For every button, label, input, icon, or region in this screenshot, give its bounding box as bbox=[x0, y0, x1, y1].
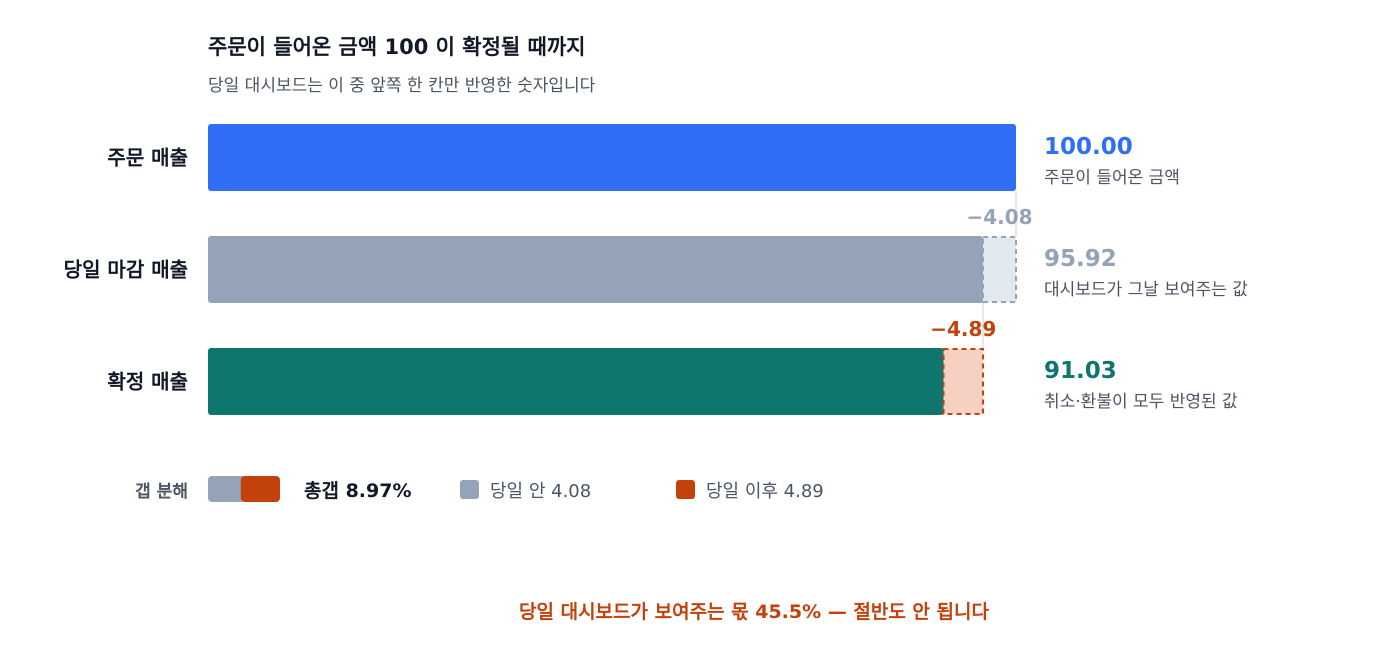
footnote: 당일 대시보드가 보여주는 몫 45.5% — 절반도 안 됩니다 bbox=[519, 601, 989, 623]
bar-description: 취소·환불이 모두 반영된 값 bbox=[1044, 392, 1238, 412]
legend-swatch bbox=[460, 480, 479, 499]
category-label: 확정 매출 bbox=[107, 370, 188, 394]
value-label: 91.03 bbox=[1044, 358, 1117, 384]
bar-description: 대시보드가 그날 보여주는 값 bbox=[1044, 280, 1248, 300]
gap-segment bbox=[982, 236, 1018, 303]
value-label: 100.00 bbox=[1044, 134, 1133, 160]
breakdown-segment bbox=[208, 476, 245, 502]
chart-subtitle: 당일 대시보드는 이 중 앞쪽 한 칸만 반영한 숫자입니다 bbox=[208, 76, 596, 96]
breakdown-label: 갭 분해 bbox=[135, 482, 188, 502]
chart-title: 주문이 들어온 금액 100 이 확정될 때까지 bbox=[208, 35, 586, 59]
bar-description: 주문이 들어온 금액 bbox=[1044, 168, 1180, 188]
bar bbox=[208, 348, 944, 415]
bar bbox=[208, 236, 984, 303]
legend-swatch bbox=[676, 480, 695, 499]
gap-segment bbox=[942, 348, 985, 415]
legend-label: 당일 이후 4.89 bbox=[706, 481, 824, 502]
value-label: 95.92 bbox=[1044, 246, 1117, 272]
category-label: 주문 매출 bbox=[107, 146, 188, 170]
category-label: 당일 마감 매출 bbox=[64, 258, 188, 282]
legend-label: 당일 안 4.08 bbox=[490, 481, 591, 502]
bar bbox=[208, 124, 1016, 191]
gap-label: −4.89 bbox=[930, 317, 996, 341]
gap-breakdown: 갭 분해 총갭 8.97% 당일 안 4.08 당일 이후 4.89 bbox=[135, 476, 824, 502]
gap-label: −4.08 bbox=[966, 205, 1032, 229]
breakdown-total-label: 총갭 8.97% bbox=[304, 480, 412, 502]
breakdown-segment bbox=[240, 476, 280, 502]
